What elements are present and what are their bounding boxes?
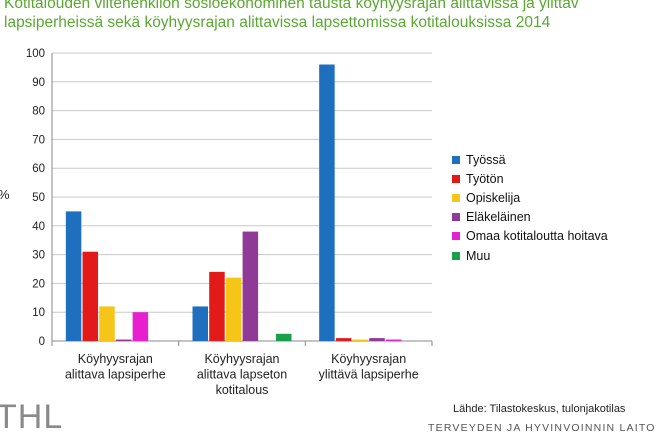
legend-swatch [452,193,460,202]
legend-label: Työtön [466,171,504,186]
y-axis-label: % [0,187,10,202]
bar-Työtön [335,338,352,341]
legend-label: Työssä [466,152,506,167]
y-tick-label: 50 [32,192,45,204]
y-tick-label: 0 [39,336,45,348]
legend-item: Työtön [452,169,608,188]
legend-swatch [452,155,460,164]
bar-Omaa kotitaloutta hoitava [385,339,402,341]
legend-item: Omaa kotitaloutta hoitava [452,227,608,246]
legend-swatch [452,174,460,183]
chart-title-line-2: lapsiperheissä sekä köyhyysrajan alittav… [4,14,551,31]
bar-Opiskelija [99,306,115,341]
legend-item: Eläkeläinen [452,208,608,227]
y-tick-label: 40 [32,221,45,233]
legend-swatch [452,251,460,260]
y-tick-label: 10 [32,307,45,319]
thl-logo: THL [0,398,64,436]
y-tick-label: 30 [32,250,45,262]
legend-item: Muu [452,246,608,265]
y-tick-label: 80 [32,106,45,118]
legend-label: Omaa kotitaloutta hoitava [466,229,608,244]
legend-label: Eläkeläinen [466,210,531,225]
bar-Työssä [192,306,208,341]
bar-Eläkeläinen [369,338,385,341]
legend-item: Työssä [452,150,608,169]
chart-title-line-1: Kotitalouden viitehenkilön sosioekonomin… [4,0,579,12]
legend-swatch [452,213,460,222]
bar-Omaa kotitaloutta hoitava [132,312,149,341]
bar-Opiskelija [225,277,242,341]
y-tick-label: 20 [32,278,45,290]
legend-label: Muu [466,248,491,263]
y-tick-label: 70 [32,134,45,146]
footer-organization: TERVEYDEN JA HYVINVOINNIN LAITO [428,422,656,434]
bar-Muu [276,333,292,341]
bar-Työtön [209,271,225,341]
x-category-label: alittava lapsiperhe [65,368,166,382]
x-category-label: Köyhyysrajan [204,352,279,366]
x-category-label: alittava lapseton [197,368,287,382]
x-category-label: Köyhyysrajan [78,352,153,366]
bar-Työssä [65,211,82,341]
x-category-label: ylittävä lapsiperhe [319,368,419,382]
bar-Työtön [82,251,99,341]
chart-legend: Työssä Työtön Opiskelija Eläkeläinen Omaa ko… [452,150,608,265]
y-tick-label: 90 [32,77,45,89]
source-note: Lähde: Tilastokeskus, tulonjakotilas [453,403,626,415]
bar-Työssä [319,64,335,342]
bar-Opiskelija [352,339,369,341]
bar-Eläkeläinen [115,339,132,341]
legend-label: Opiskelija [466,190,521,205]
bar-Eläkeläinen [242,231,259,341]
x-category-label: Köyhyysrajan [331,352,406,366]
legend-swatch [452,232,460,241]
x-category-label: kotitalous [216,383,269,397]
y-tick-label: 100 [26,48,45,60]
y-tick-label: 60 [32,163,45,175]
legend-item: Opiskelija [452,188,608,207]
